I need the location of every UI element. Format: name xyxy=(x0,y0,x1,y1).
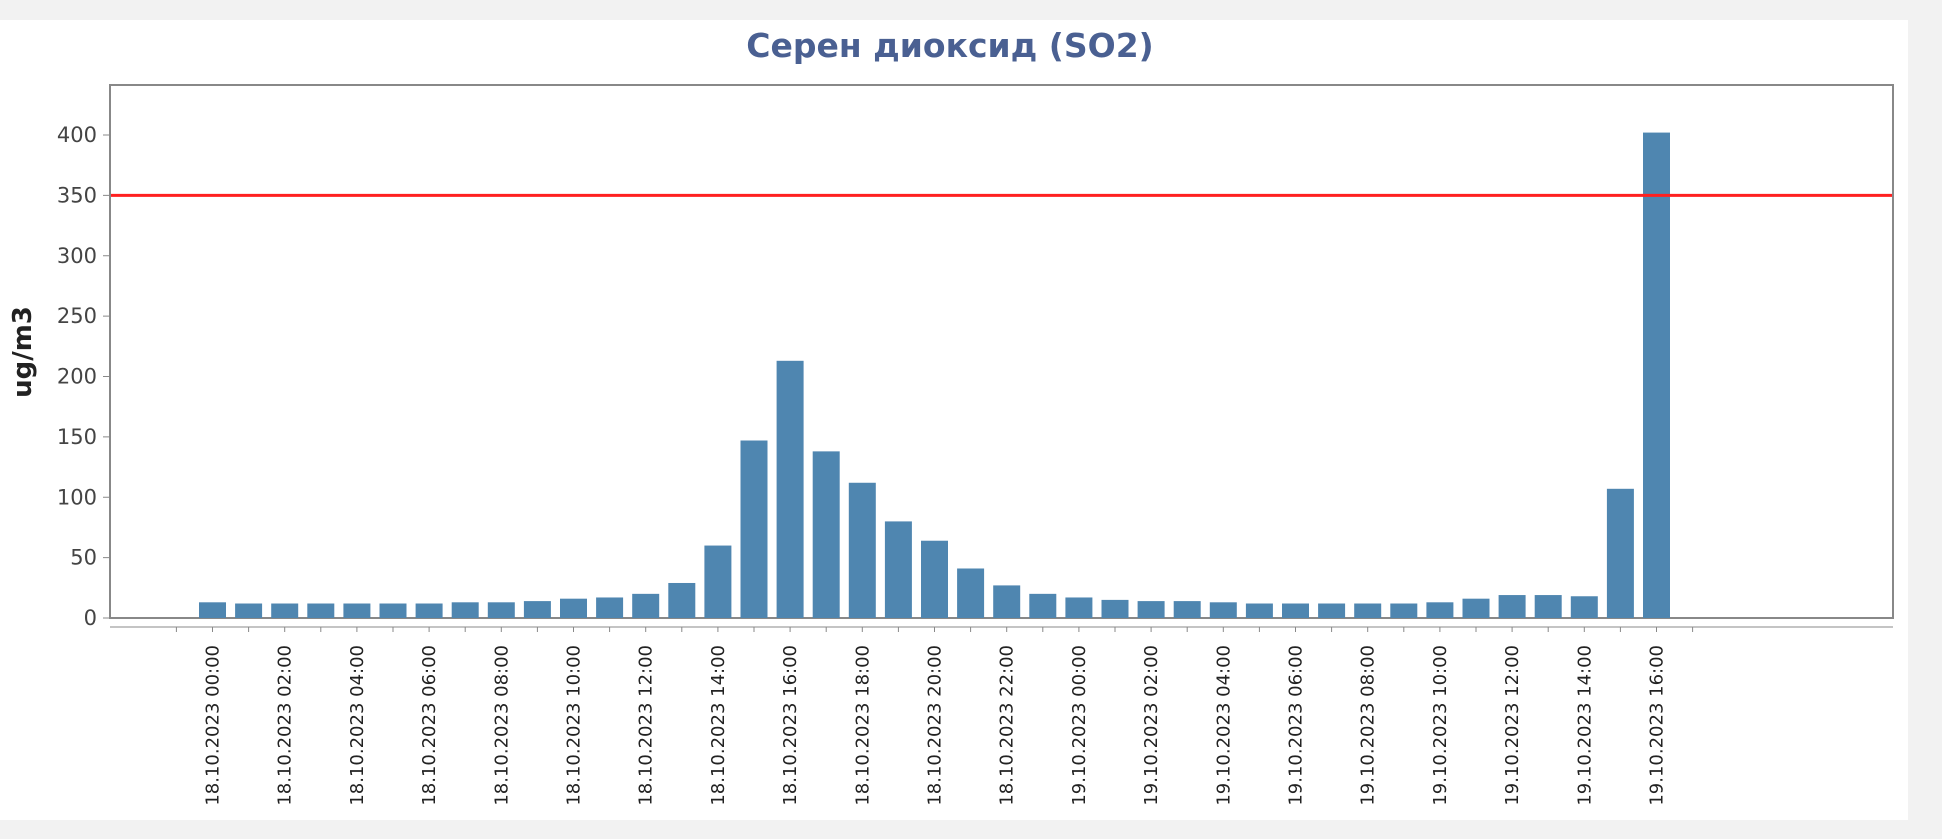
bars-group xyxy=(199,132,1670,618)
bar xyxy=(1137,601,1165,618)
bar xyxy=(523,601,551,618)
bar xyxy=(1462,598,1490,618)
bar xyxy=(379,603,407,618)
x-axis: 18.10.2023 00:00 18.10.2023 02:00 18.10.20… xyxy=(110,626,1893,806)
bar xyxy=(1282,603,1309,618)
x-tick-label: 18.10.2023 06:00 xyxy=(419,645,440,806)
y-tick-label: 150 xyxy=(57,425,97,449)
chart-title: Серен диоксид (SO2) xyxy=(746,26,1154,65)
x-tick-label: 19.10.2023 12:00 xyxy=(1502,645,1523,806)
bar xyxy=(235,603,263,618)
x-tick-label: 18.10.2023 08:00 xyxy=(491,645,512,806)
y-axis-label: ug/m3 xyxy=(8,306,38,398)
y-tick-label: 250 xyxy=(57,304,97,328)
bar xyxy=(1101,599,1129,618)
bar xyxy=(1029,593,1057,618)
x-tick-label: 18.10.2023 20:00 xyxy=(925,645,946,806)
bar xyxy=(1354,603,1382,618)
x-tick-label: 19.10.2023 10:00 xyxy=(1430,645,1451,806)
bar xyxy=(1390,603,1418,618)
bar xyxy=(812,451,840,618)
bar xyxy=(307,603,335,618)
y-axis: 0 50 100 150 200 250 300 350 400 xyxy=(57,123,110,630)
y-tick-label: 400 xyxy=(57,123,97,147)
bar xyxy=(1173,601,1201,618)
bar xyxy=(343,603,371,618)
x-tick-label: 18.10.2023 00:00 xyxy=(203,645,224,806)
x-tick-label: 18.10.2023 16:00 xyxy=(780,645,801,806)
bar xyxy=(199,602,226,618)
x-tick-label: 19.10.2023 06:00 xyxy=(1286,645,1307,806)
y-tick-label: 200 xyxy=(57,365,97,389)
bar xyxy=(596,597,624,618)
bar xyxy=(1065,597,1093,618)
so2-bar-chart: Серен диоксид (SO2) ug/m3 0 50 100 150 200 25… xyxy=(8,26,1894,806)
bar xyxy=(1209,602,1237,618)
x-tick-label: 19.10.2023 04:00 xyxy=(1213,645,1234,806)
bar xyxy=(1534,595,1562,618)
bar xyxy=(1643,132,1670,618)
bar xyxy=(487,602,515,618)
bar xyxy=(1570,596,1598,618)
x-tick-label: 18.10.2023 04:00 xyxy=(347,645,368,806)
bar xyxy=(1318,603,1346,618)
bar xyxy=(451,602,479,618)
x-tick-label: 19.10.2023 02:00 xyxy=(1141,645,1162,806)
bar xyxy=(560,598,587,618)
bar xyxy=(993,585,1021,618)
bar xyxy=(1245,603,1273,618)
x-tick-label: 18.10.2023 12:00 xyxy=(636,645,657,806)
x-tick-label: 18.10.2023 18:00 xyxy=(852,645,873,806)
chart-panel: Серен диоксид (SO2) ug/m3 0 50 100 150 200 25… xyxy=(0,20,1908,820)
y-tick-label: 0 xyxy=(84,606,97,630)
y-tick-label: 300 xyxy=(57,244,97,268)
bar xyxy=(415,603,443,618)
x-tick-label: 18.10.2023 10:00 xyxy=(564,645,585,806)
bar xyxy=(848,482,876,618)
x-tick-label: 19.10.2023 00:00 xyxy=(1069,645,1090,806)
bar xyxy=(632,593,660,618)
x-tick-label: 18.10.2023 14:00 xyxy=(708,645,729,806)
x-tick-label: 18.10.2023 02:00 xyxy=(275,645,296,806)
y-tick-label: 350 xyxy=(57,183,97,207)
bar xyxy=(957,568,985,618)
bar xyxy=(271,603,299,618)
x-tick-label: 19.10.2023 16:00 xyxy=(1647,645,1668,806)
bar xyxy=(740,440,768,618)
x-tick-label: 19.10.2023 14:00 xyxy=(1574,645,1595,806)
bar xyxy=(884,521,912,618)
x-tick-label: 19.10.2023 08:00 xyxy=(1358,645,1379,806)
bar xyxy=(1606,488,1634,618)
bar xyxy=(776,360,804,618)
x-tick-label: 18.10.2023 22:00 xyxy=(997,645,1018,806)
bar xyxy=(704,545,732,618)
y-tick-label: 50 xyxy=(70,546,97,570)
bar xyxy=(921,540,948,618)
bar xyxy=(668,582,696,618)
y-tick-label: 100 xyxy=(57,485,97,509)
bar xyxy=(1498,595,1526,618)
bar xyxy=(1426,602,1454,618)
